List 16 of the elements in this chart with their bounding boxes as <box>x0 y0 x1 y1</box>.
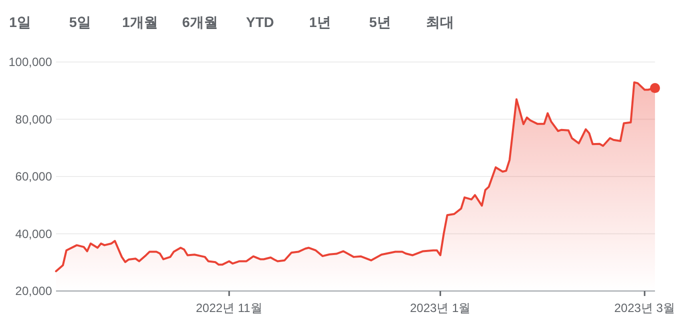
y-tick-label: 20,000 <box>15 284 52 298</box>
y-tick-label: 80,000 <box>15 112 52 126</box>
annotation: 1개월 <box>122 14 158 30</box>
y-tick-label: 100,000 <box>8 55 52 69</box>
annotation: 1일 <box>9 14 31 30</box>
annotation: 최대 <box>426 14 454 30</box>
y-tick-label: 60,000 <box>15 170 52 184</box>
x-tick-label: 2023년 1월 <box>410 301 471 315</box>
annotation: 5일 <box>69 14 91 30</box>
annotation: YTD <box>246 14 274 30</box>
annotation: 6개월 <box>182 14 218 30</box>
x-tick-label: 2022년 11월 <box>196 301 262 315</box>
y-tick-label: 40,000 <box>15 226 52 241</box>
annotation: 1년 <box>309 14 331 30</box>
annotation: 5년 <box>369 14 391 30</box>
x-tick-label: 2023년 3월 <box>614 301 675 315</box>
